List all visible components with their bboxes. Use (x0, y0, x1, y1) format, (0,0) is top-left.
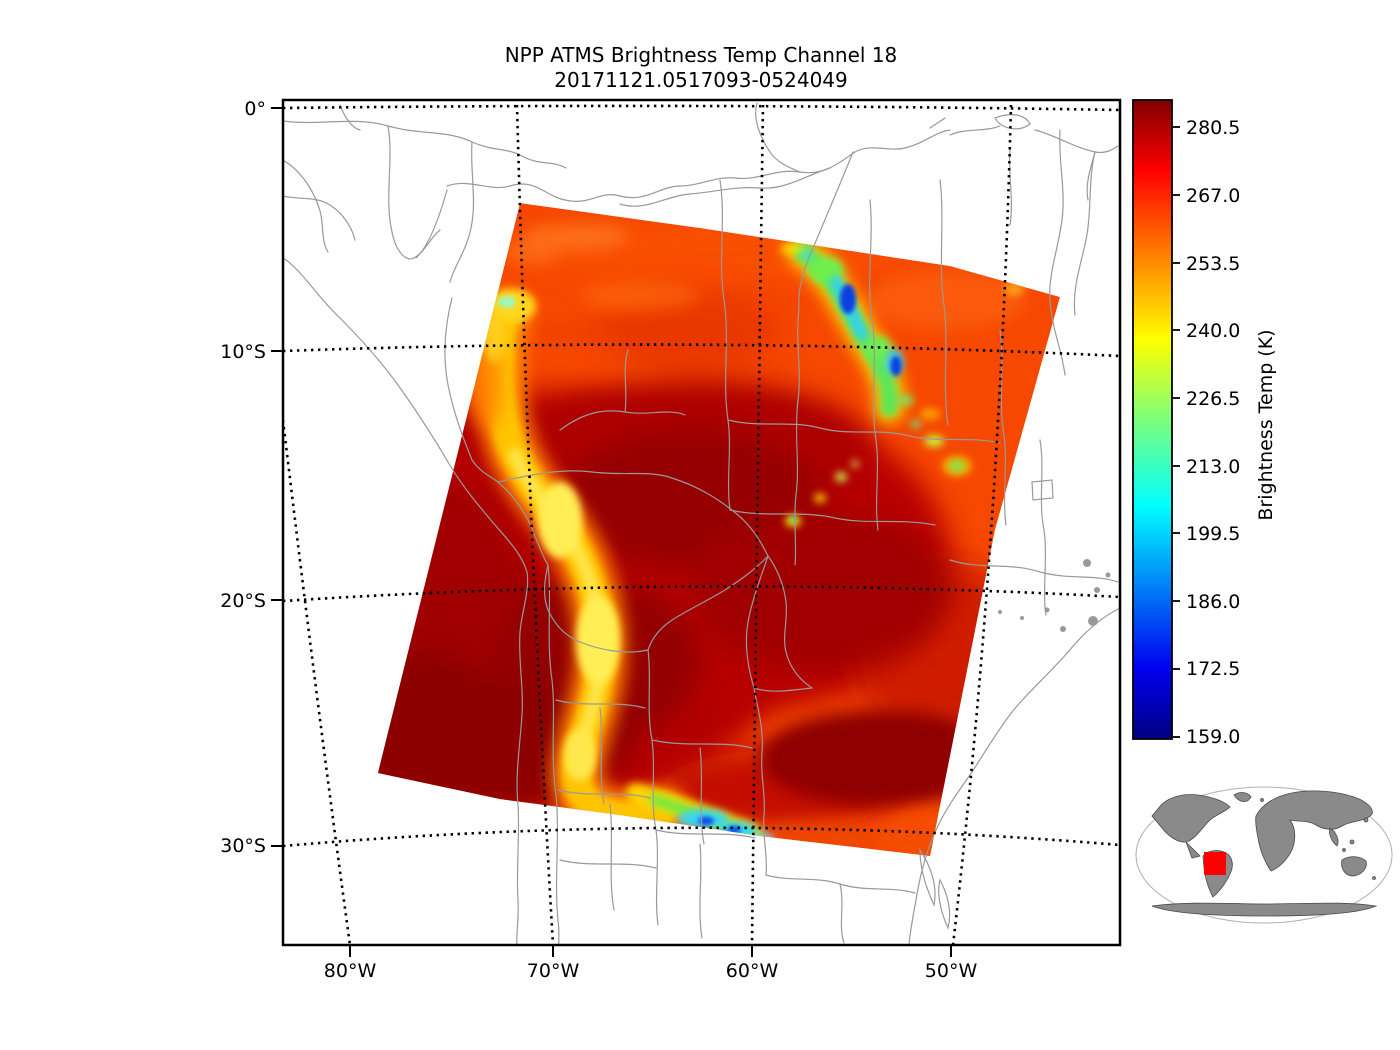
world-inset-map (1135, 786, 1393, 924)
map-frame (281, 98, 1122, 947)
lon-tick-60w: 60°W (726, 960, 779, 982)
lake-specks (998, 559, 1111, 632)
lat-tick-0: 0° (244, 98, 266, 120)
cb-tick-label: 267.0 (1186, 185, 1240, 207)
cb-tick-label: 280.5 (1186, 117, 1240, 139)
cb-tick-label: 186.0 (1186, 591, 1240, 613)
graticule (283, 104, 1120, 945)
cb-tick-label: 172.5 (1186, 658, 1240, 680)
cb-tick-label: 213.0 (1186, 456, 1240, 478)
lon-tick-70w: 70°W (527, 960, 580, 982)
colorbar: 280.5 267.0 253.5 240.0 226.5 213.0 199.… (1132, 99, 1277, 748)
lat-tick-10s: 10°S (220, 341, 266, 363)
colorbar-gradient (1132, 99, 1173, 740)
plot-title: NPP ATMS Brightness Temp Channel 18 (505, 43, 898, 67)
colorbar-ticks (1172, 126, 1180, 738)
colorbar-axis-label: Brightness Temp (K) (1255, 329, 1277, 520)
inset-region-highlight (1204, 852, 1226, 875)
cb-tick-label: 159.0 (1186, 726, 1240, 748)
axis-ticks (271, 107, 952, 957)
cb-tick-label: 253.5 (1186, 253, 1240, 275)
cb-tick-label: 199.5 (1186, 523, 1240, 545)
cb-tick-label: 240.0 (1186, 320, 1240, 342)
inset-continents (1151, 790, 1378, 917)
lat-tick-20s: 20°S (220, 590, 266, 612)
coastlines-and-borders (283, 102, 1120, 945)
lon-tick-50w: 50°W (925, 960, 978, 982)
cb-tick-label: 226.5 (1186, 388, 1240, 410)
lat-tick-30s: 30°S (220, 835, 266, 857)
lon-tick-80w: 80°W (324, 960, 377, 982)
plot-subtitle: 20171121.0517093-0524049 (554, 68, 848, 92)
